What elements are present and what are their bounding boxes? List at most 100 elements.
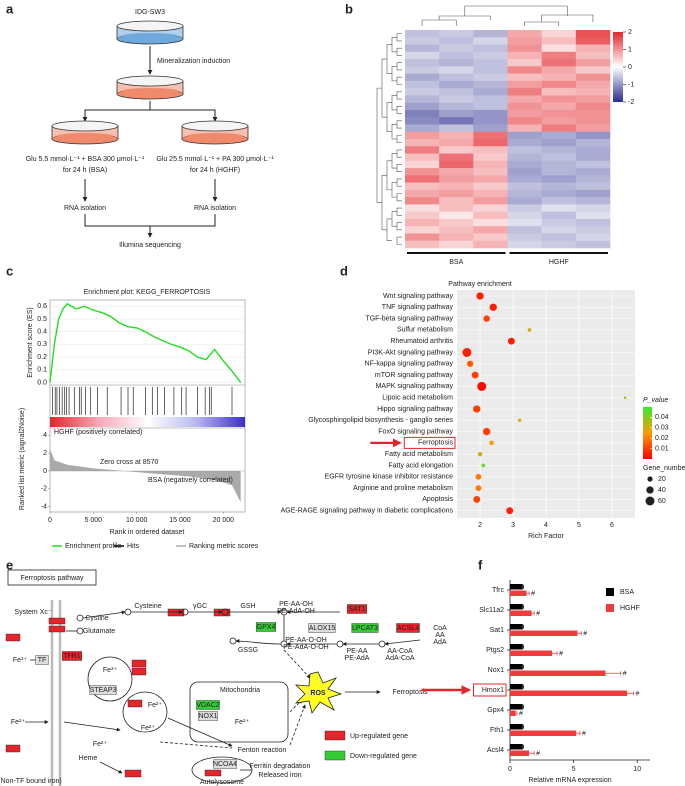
gene-label: LPCAT3 (352, 625, 378, 632)
gene-box (256, 622, 277, 632)
diagram-label: AdA-CoA (385, 655, 415, 662)
heatmap-cell (473, 66, 508, 74)
heatmap-cell (541, 37, 577, 45)
gene-label: SAT1 (349, 606, 366, 613)
category-label: Hmox1 (482, 687, 504, 694)
heatmap-cell (473, 59, 508, 67)
colorbar-label: 2 (628, 29, 632, 36)
heatmap-cell (439, 168, 474, 176)
y-tick-label: 0.0 (37, 379, 47, 386)
heatmap-cell (507, 189, 542, 198)
heatmap-cell (439, 30, 474, 38)
colorbar (613, 32, 623, 102)
flow-arrows (82, 46, 218, 238)
x-tick-label: 20 000 (213, 517, 235, 524)
dendrogram (396, 33, 402, 42)
heatmap-cell (575, 211, 611, 220)
error-bar (526, 591, 530, 596)
gene-box (35, 655, 49, 665)
heatmap-cell (473, 51, 508, 60)
significance: # (536, 751, 540, 758)
dish (116, 75, 184, 87)
group-label: BSA (449, 259, 463, 266)
heatmap-cell (473, 37, 508, 45)
dish (51, 120, 119, 132)
es-line (49, 302, 242, 383)
heatmap-cell (473, 226, 508, 234)
heatmap-cell (541, 211, 577, 220)
panel-label: b (345, 1, 353, 16)
heatmap-cell (473, 182, 508, 191)
dendrogram (438, 15, 491, 20)
heatmap-cell (541, 102, 577, 111)
dendrogram (396, 149, 402, 158)
chart-title: Enrichment plot: KEGG_FERROPTOSIS (84, 289, 211, 296)
dendrogram (391, 124, 397, 140)
diagram-label: Glutamate (83, 628, 115, 635)
x-tick-label: 0 (48, 517, 52, 524)
heatmap-cell (405, 240, 440, 249)
heatmap-cell (507, 233, 542, 242)
diagram-label: Fenton reaction (238, 747, 287, 754)
heatmap-cell (541, 131, 577, 140)
heatmap-cell (575, 59, 611, 67)
heatmap-cell (439, 182, 474, 191)
dendrogram (524, 21, 560, 26)
heatmap-cell (541, 80, 577, 89)
bar (510, 704, 523, 710)
heatmap-cell (541, 73, 577, 82)
heatmap-cell (575, 189, 611, 198)
heatmap-cell (541, 117, 577, 125)
point (471, 371, 479, 379)
point (507, 337, 515, 345)
error-bar (627, 691, 634, 696)
legend-label: Ranking metric scores (189, 543, 259, 550)
diagram-label: Mitochondria (220, 687, 260, 694)
bar (510, 590, 527, 596)
heatmap-cell (473, 73, 508, 82)
heatmap-cell (575, 37, 611, 45)
heatmap-cell (507, 109, 542, 118)
category-label: Glycosphingolipid biosynthesis - ganglio… (308, 417, 453, 424)
significance: # (519, 711, 523, 718)
point (489, 303, 497, 311)
heatmap-cell (473, 168, 508, 176)
colorbar-label: -1 (628, 81, 634, 88)
diagram-label: AdA (433, 639, 447, 646)
legend-label: Up-regulated gene (350, 733, 408, 740)
gene-box (396, 623, 420, 633)
point (489, 440, 494, 446)
heatmap-cell (439, 131, 474, 140)
bar (510, 730, 577, 736)
heatmap-cell (439, 109, 474, 118)
dendrogram (386, 218, 392, 242)
dish (122, 88, 178, 94)
diagram-label: Fe²⁺ (93, 741, 108, 748)
heatmap-cell (575, 109, 611, 118)
heatmap-cell (405, 30, 440, 38)
heatmap-cell (541, 146, 577, 154)
heatmap-cell (405, 211, 440, 220)
x-tick-label: 5 (577, 522, 581, 529)
point (462, 348, 472, 357)
heatmap-cell (473, 175, 508, 183)
point (506, 507, 514, 515)
error-bar (515, 711, 518, 716)
y-tick-label: 0.6 (37, 303, 47, 310)
heatmap-cell (507, 197, 542, 205)
heatmap-cell (405, 131, 440, 140)
heatmap-cell (439, 218, 474, 227)
annotation: HGHF (positively correlated) (54, 429, 142, 436)
dendrogram (396, 62, 402, 71)
bar (510, 610, 532, 616)
heatmap-cell (507, 240, 542, 249)
heatmap-cell (439, 59, 474, 67)
bar (510, 750, 530, 756)
diagram-label: AA (435, 632, 445, 639)
heatmap-cell (405, 153, 440, 162)
heatmap-cell (439, 37, 474, 45)
heatmap-cell (575, 30, 611, 38)
heatmap-cell (575, 153, 611, 162)
heatmap-cell (507, 95, 542, 103)
heatmap-cell (439, 153, 474, 162)
